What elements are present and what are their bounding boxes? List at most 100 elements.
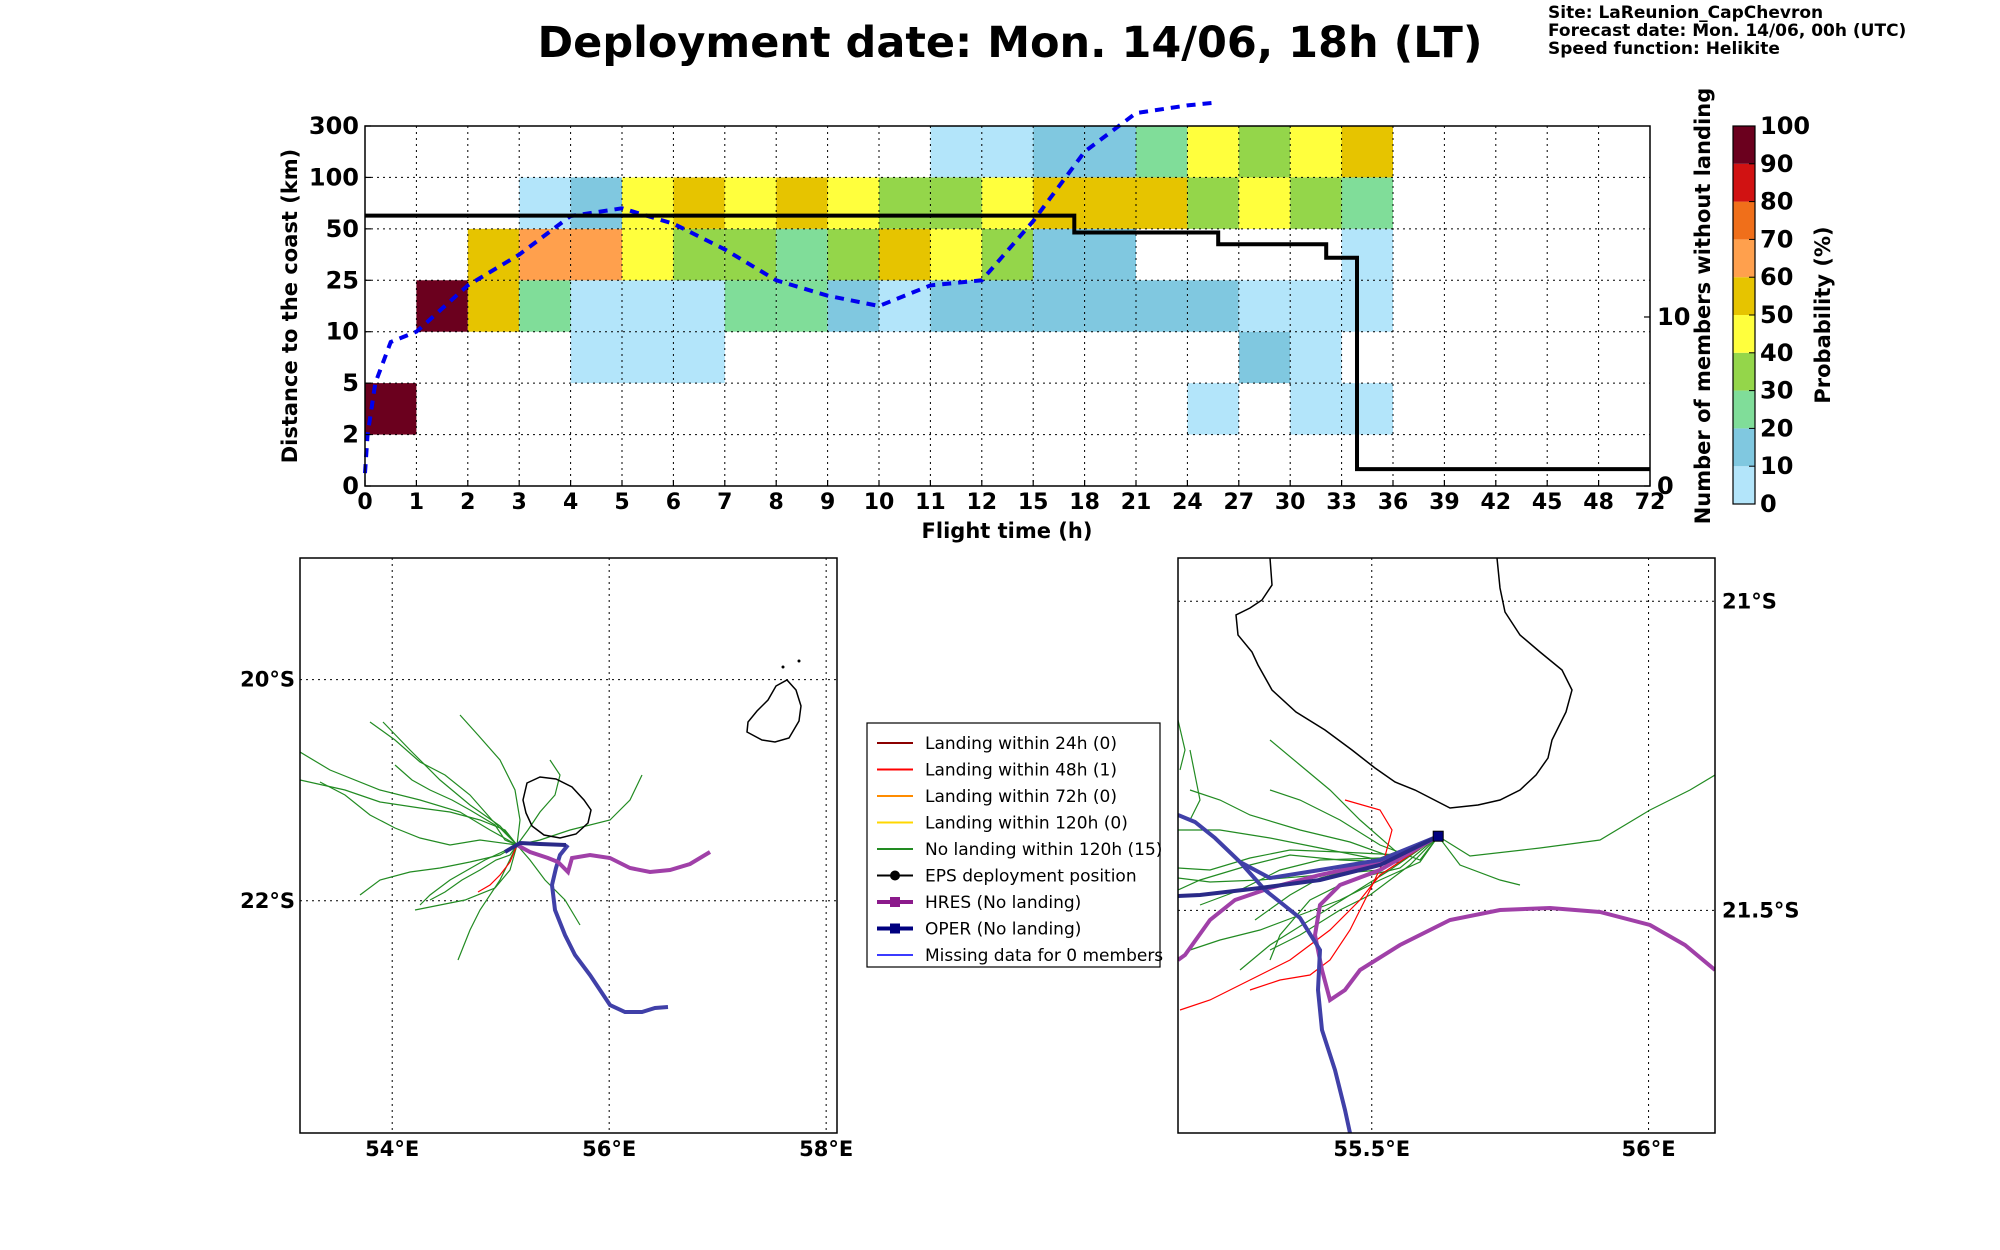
right-map-eps-track bbox=[1269, 835, 1439, 951]
x-tick-label: 1 bbox=[409, 490, 424, 515]
heatmap-cell bbox=[1187, 280, 1239, 332]
x-tick-label: 4 bbox=[563, 490, 578, 515]
heatmap-cell bbox=[1290, 383, 1342, 435]
heatmap-cell bbox=[519, 280, 571, 332]
heatmap-cell bbox=[724, 280, 777, 332]
heatmap-cell bbox=[673, 228, 725, 281]
heatmap-cell bbox=[1238, 331, 1291, 384]
left-map-landing-track bbox=[477, 844, 518, 893]
reunion-coast-outline bbox=[1235, 558, 1573, 809]
x-tick-label: 10 bbox=[864, 490, 895, 515]
heatmap-cell bbox=[879, 228, 931, 281]
left-map-oper-track bbox=[549, 843, 669, 1014]
site-label: Site: LaReunion_CapChevron bbox=[1548, 3, 1823, 23]
x-tick-label: 8 bbox=[769, 490, 784, 515]
heatmap-cell bbox=[981, 177, 1034, 229]
heatmap-cell bbox=[622, 228, 674, 281]
heatmap-cell bbox=[1290, 125, 1342, 178]
heatmap-cell bbox=[1290, 331, 1342, 384]
left-map-lon-label: 54°E bbox=[365, 1137, 419, 1161]
right-map-eps-track bbox=[1239, 835, 1439, 971]
heatmap-frame bbox=[364, 125, 1651, 487]
left-map-eps-track bbox=[459, 714, 521, 846]
left-map-lat-label: 20°S bbox=[240, 668, 295, 692]
heatmap-cell bbox=[1290, 177, 1342, 229]
right-map-eps-track bbox=[1189, 749, 1201, 821]
colorbar-tick-label: 10 bbox=[1760, 452, 1793, 480]
colorbar-cell bbox=[1733, 428, 1755, 467]
heatmap-cell bbox=[879, 177, 931, 229]
left-map-hres-track bbox=[516, 843, 712, 876]
colorbar-cells bbox=[1733, 126, 1755, 504]
right-map-lat-label: 21.5°S bbox=[1722, 898, 1799, 922]
left-map-eps-track bbox=[359, 844, 518, 896]
right-map-eps-track bbox=[1269, 789, 1439, 861]
right-map-eps-track bbox=[1269, 739, 1439, 856]
colorbar-tick-label: 0 bbox=[1760, 490, 1777, 518]
heatmap-cell bbox=[776, 228, 828, 281]
x-tick-label: 7 bbox=[717, 490, 732, 515]
heatmap-cell bbox=[1341, 177, 1393, 229]
x-tick-label: 21 bbox=[1121, 490, 1152, 515]
right-map-oper-track bbox=[1178, 813, 1439, 881]
left-map-eps-track bbox=[300, 751, 518, 846]
left-map-eps-track bbox=[419, 844, 518, 906]
right-map-eps-track bbox=[1437, 835, 1521, 886]
mean-distance-line bbox=[363, 100, 1214, 474]
x-tick-label: 3 bbox=[512, 490, 527, 515]
legend-label: EPS deployment position bbox=[925, 867, 1137, 887]
colorbar-cell bbox=[1733, 352, 1755, 391]
left-map-tracks bbox=[300, 714, 712, 1014]
left-map-eps-track bbox=[429, 844, 518, 901]
heatmap-cell bbox=[1136, 177, 1188, 229]
y-tick-label: 300 bbox=[309, 112, 359, 140]
left-map-lon-label: 56°E bbox=[582, 1137, 636, 1161]
heatmap-x-ticks: 0 1 2 3 4 5 6 7 8 9 10 11 12 15 18 21 24 27 30 33 36 39 42 45 48… bbox=[357, 480, 1665, 515]
left-map-eps-track bbox=[300, 779, 518, 846]
right-map-frame bbox=[1177, 557, 1716, 1134]
colorbar-tick-label: 70 bbox=[1760, 225, 1793, 253]
x-tick-label: 72 bbox=[1635, 490, 1666, 515]
y-right-axis-label: Number of members without landing bbox=[1691, 88, 1715, 525]
right-tick-label: 0 bbox=[1657, 472, 1674, 500]
right-map-landing-track bbox=[1179, 835, 1439, 1011]
x-tick-label: 45 bbox=[1532, 490, 1563, 515]
left-map-eps-track bbox=[516, 759, 561, 846]
y-tick-label: 5 bbox=[342, 369, 359, 397]
colorbar-cell bbox=[1733, 315, 1755, 353]
heatmap-cell bbox=[827, 228, 879, 281]
left-map-oper-start bbox=[503, 840, 567, 854]
heatmap-cell bbox=[1084, 177, 1136, 229]
heatmap-grid bbox=[365, 126, 1650, 486]
y-tick-label: 50 bbox=[326, 215, 359, 243]
left-map-eps-track bbox=[394, 764, 518, 846]
colorbar-tick-label: 100 bbox=[1760, 112, 1810, 140]
left-map-eps-track bbox=[516, 774, 643, 846]
heatmap-cell bbox=[930, 125, 982, 178]
x-tick-label: 42 bbox=[1480, 490, 1511, 515]
colorbar-cell bbox=[1733, 390, 1755, 429]
right-map-lat-label: 21°S bbox=[1722, 589, 1777, 613]
mauritius-island-outline bbox=[746, 679, 802, 743]
x-tick-label: 5 bbox=[614, 490, 629, 515]
colorbar-label: Probability (%) bbox=[1811, 226, 1835, 403]
right-map-landing-track bbox=[1249, 799, 1393, 991]
heatmap-cells bbox=[365, 125, 1393, 435]
heatmap-cell bbox=[1084, 280, 1136, 332]
right-map-oper-track bbox=[1238, 860, 1352, 1133]
deployment-marker bbox=[1432, 830, 1444, 842]
x-tick-label: 11 bbox=[915, 490, 946, 515]
heatmap-cell bbox=[570, 177, 622, 229]
heatmap-cell bbox=[673, 280, 725, 332]
heatmap-cell bbox=[1238, 177, 1291, 229]
left-map-ticks: 54°E 56°E 58°E 20°S 22°S bbox=[240, 668, 853, 1161]
heatmap-lines bbox=[363, 100, 1650, 474]
right-map-oper-track bbox=[1178, 834, 1440, 898]
colorbar-tick-label: 80 bbox=[1760, 188, 1793, 216]
members-without-landing-line bbox=[365, 213, 1650, 472]
heatmap-cell bbox=[1187, 125, 1239, 178]
x-axis-label: Flight time (h) bbox=[922, 519, 1093, 543]
colorbar-cell bbox=[1733, 201, 1755, 240]
left-map-eps-track bbox=[516, 844, 581, 926]
left-map-eps-track bbox=[369, 721, 518, 846]
